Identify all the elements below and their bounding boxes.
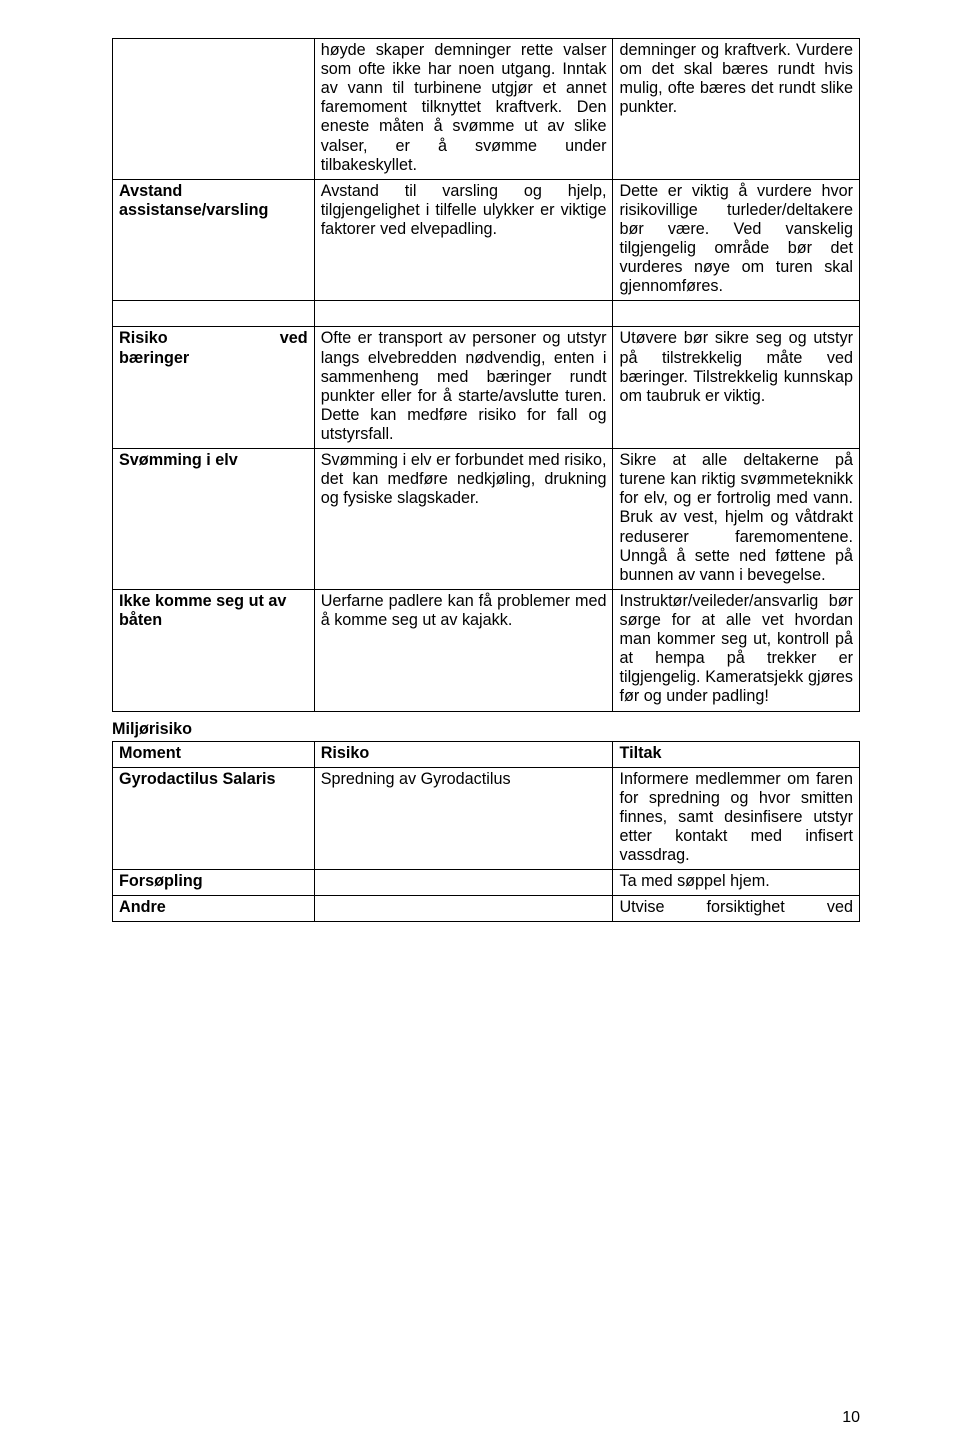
cell-risk — [314, 896, 613, 922]
col-header: Risiko — [314, 741, 613, 767]
cell-risk: Svømming i elv er forbundet med risiko, … — [314, 449, 613, 590]
risk-table-1: høyde skaper demninger rette valser som … — [112, 38, 860, 712]
cell-action: Sikre at alle deltakerne på turene kan r… — [613, 449, 860, 590]
cell-risk: Uerfarne padlere kan få problemer med å … — [314, 589, 613, 711]
cell-label: Ikke komme seg ut av båten — [113, 589, 315, 711]
label-part: bæringer — [119, 349, 308, 368]
label-part: ved — [280, 329, 308, 348]
cell-risk: Ofte er transport av personer og utstyr … — [314, 327, 613, 449]
cell-label: Forsøpling — [113, 870, 315, 896]
table-spacer — [113, 301, 860, 327]
table-row: høyde skaper demninger rette valser som … — [113, 39, 860, 180]
text-part: ved — [827, 898, 853, 917]
cell-action: Utvise forsiktighet ved — [613, 896, 860, 922]
table-row: Risiko ved bæringer Ofte er transport av… — [113, 327, 860, 449]
label-part: Risiko — [119, 329, 168, 348]
cell-risk: Spredning av Gyrodactilus — [314, 767, 613, 870]
table-row: Ikke komme seg ut av båten Uerfarne padl… — [113, 589, 860, 711]
page-number: 10 — [842, 1409, 860, 1427]
text-part: Utvise — [619, 898, 664, 917]
table-row: Andre Utvise forsiktighet ved — [113, 896, 860, 922]
col-header: Moment — [113, 741, 315, 767]
table-row: Forsøpling Ta med søppel hjem. — [113, 870, 860, 896]
cell-risk: høyde skaper demninger rette valser som … — [314, 39, 613, 180]
cell-action: Utøvere bør sikre seg og utstyr på tilst… — [613, 327, 860, 449]
cell-label — [113, 39, 315, 180]
cell-action: Instruktør/veileder/ansvarlig bør sørge … — [613, 589, 860, 711]
cell-label: Avstand assistanse/varsling — [113, 179, 315, 301]
text-part: forsiktighet — [707, 898, 785, 917]
cell-label: Svømming i elv — [113, 449, 315, 590]
cell-action: demninger og kraftverk. Vurdere om det s… — [613, 39, 860, 180]
table-row: Gyrodactilus Salaris Spredning av Gyroda… — [113, 767, 860, 870]
cell-label: Risiko ved bæringer — [113, 327, 315, 449]
cell-risk: Avstand til varsling og hjelp, tilgjenge… — [314, 179, 613, 301]
table-row: Avstand assistanse/varsling Avstand til … — [113, 179, 860, 301]
cell-action: Dette er viktig å vurdere hvor risikovil… — [613, 179, 860, 301]
cell-action: Ta med søppel hjem. — [613, 870, 860, 896]
risk-table-2: Moment Risiko Tiltak Gyrodactilus Salari… — [112, 741, 860, 923]
cell-label: Andre — [113, 896, 315, 922]
section-heading: Miljørisiko — [112, 718, 860, 741]
cell-risk — [314, 870, 613, 896]
col-header: Tiltak — [613, 741, 860, 767]
cell-label: Gyrodactilus Salaris — [113, 767, 315, 870]
cell-action: Informere medlemmer om faren for spredni… — [613, 767, 860, 870]
table-row: Svømming i elv Svømming i elv er forbund… — [113, 449, 860, 590]
table-header: Moment Risiko Tiltak — [113, 741, 860, 767]
